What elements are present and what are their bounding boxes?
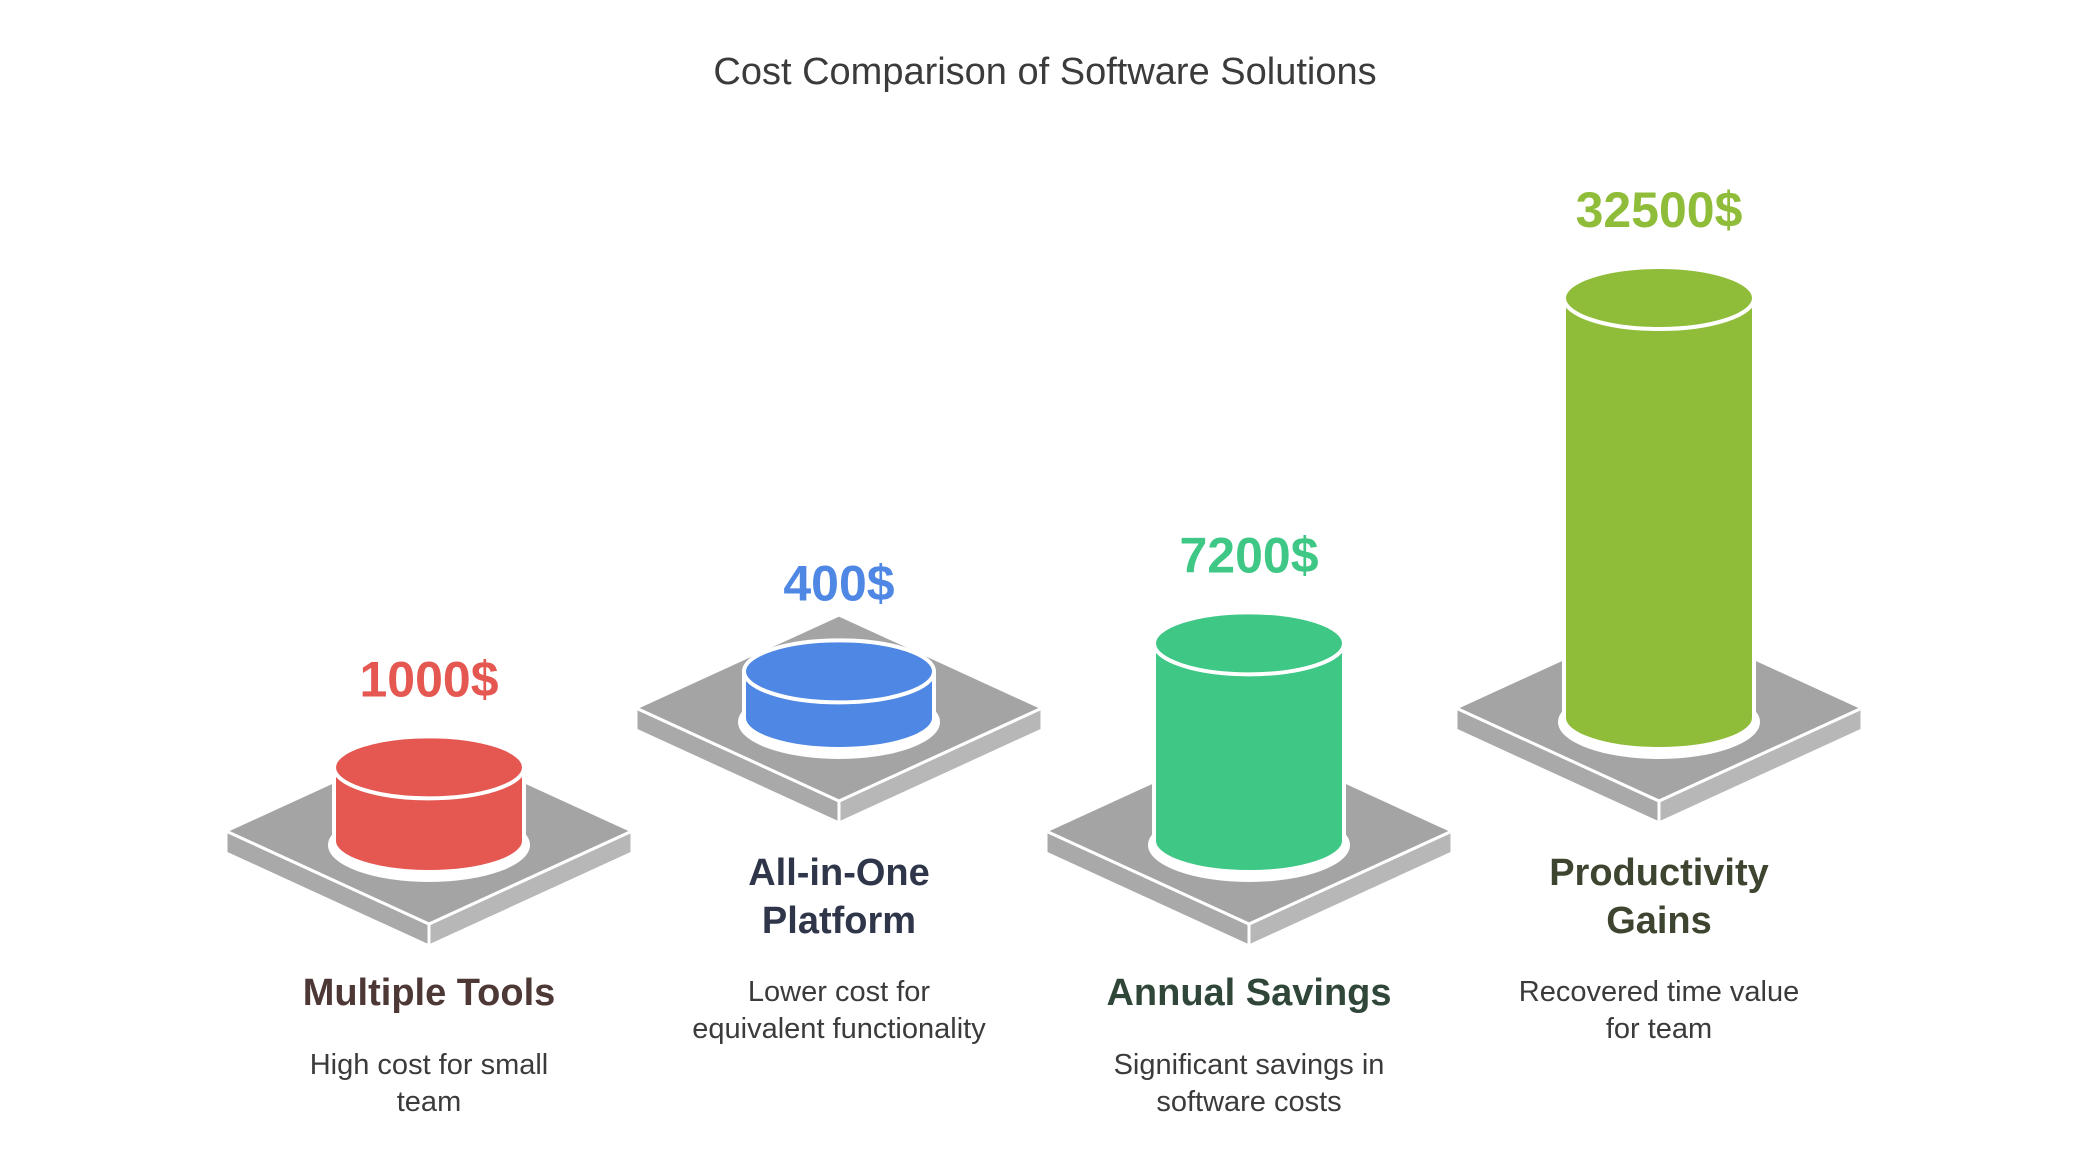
description-2: Lower cost for equivalent functionality: [692, 976, 986, 1045]
chart-items: 1000$ Multiple Tools High cost for small te…: [224, 182, 1864, 1118]
value-label-2: 400$: [783, 555, 894, 611]
bar-3-body: [1152, 641, 1346, 874]
chart-title: Cost Comparison of Software Solutions: [713, 51, 1376, 93]
chart-item-2: 400$ All-in-One Platform Lower cost for equi…: [634, 555, 1044, 1045]
description-3: Significant savings in software costs: [1114, 1049, 1385, 1118]
value-label-3: 7200$: [1179, 527, 1318, 583]
chart-item-4: 32500$ Productivity Gains Recovered time va…: [1454, 182, 1864, 1045]
value-label-1: 1000$: [359, 651, 498, 707]
chart-item-3: 7200$ Annual Savings Significant savings i…: [1044, 527, 1454, 1118]
category-label-4: Productivity Gains: [1549, 852, 1769, 942]
category-label-2: All-in-One Platform: [748, 852, 930, 942]
bar-4-body: [1562, 296, 1756, 751]
chart-item-1: 1000$ Multiple Tools High cost for small te…: [224, 651, 634, 1118]
category-label-1: Multiple Tools: [303, 972, 556, 1014]
bar-3-top: [1152, 610, 1346, 677]
description-1: High cost for small team: [310, 1049, 549, 1118]
bar-1-top: [332, 734, 526, 801]
bar-4-top: [1562, 265, 1756, 331]
bar-2-top: [742, 638, 936, 705]
value-label-4: 32500$: [1576, 182, 1743, 238]
category-label-3: Annual Savings: [1106, 972, 1391, 1014]
description-4: Recovered time value for team: [1519, 976, 1799, 1045]
